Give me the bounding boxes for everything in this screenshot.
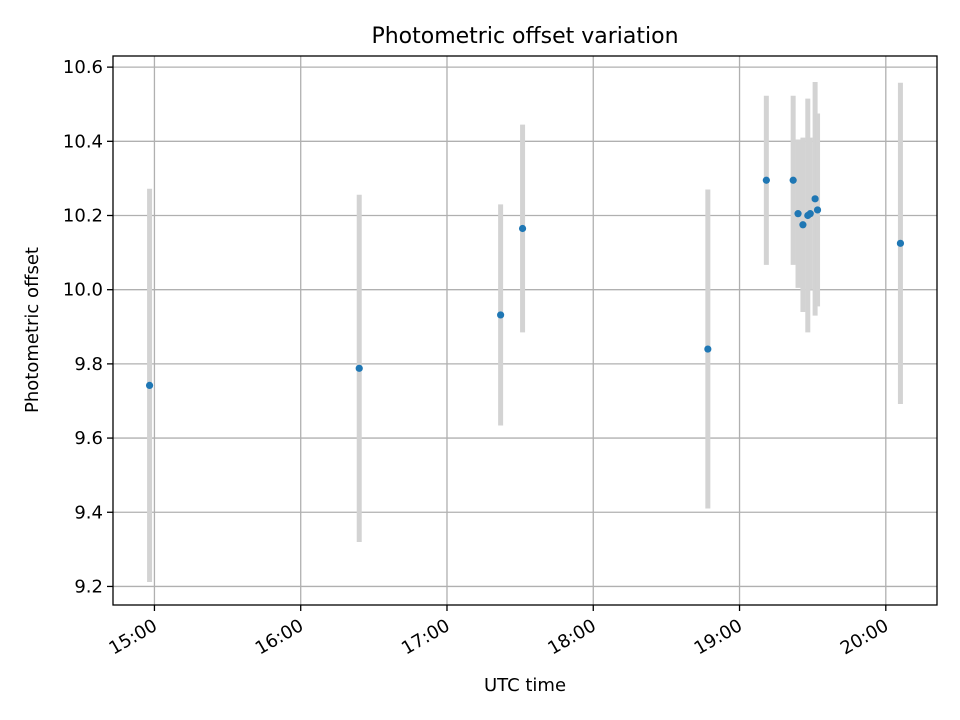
data-point <box>799 221 807 229</box>
data-point <box>145 381 154 389</box>
x-tick-label: 20:00 <box>837 615 892 659</box>
data-points <box>145 176 905 389</box>
x-tick-label: 16:00 <box>252 615 307 659</box>
data-point <box>806 210 814 218</box>
x-tick-label: 15:00 <box>106 615 161 659</box>
y-tick-label: 9.4 <box>74 502 103 523</box>
y-tick-label: 9.6 <box>74 428 103 449</box>
y-axis-label: Photometric offset <box>22 247 43 413</box>
chart-title: Photometric offset variation <box>371 24 678 49</box>
y-tick-label: 10.2 <box>63 206 103 227</box>
y-tick-label: 10.6 <box>63 57 103 78</box>
data-point <box>896 239 905 247</box>
data-point <box>794 210 802 218</box>
data-point <box>518 224 527 233</box>
x-tick-label: 17:00 <box>398 615 453 659</box>
y-tick-label: 9.2 <box>74 576 103 597</box>
data-point <box>762 176 770 184</box>
data-point <box>355 364 363 372</box>
x-tick-label: 18:00 <box>544 615 599 659</box>
data-point <box>704 345 712 353</box>
data-point <box>813 206 822 214</box>
x-tick-label: 19:00 <box>691 615 746 659</box>
plot-frame <box>112 55 938 606</box>
data-point <box>497 311 505 319</box>
y-tick-label: 10.0 <box>63 280 103 301</box>
error-bars <box>147 81 903 583</box>
y-tick-label: 9.8 <box>74 354 103 375</box>
x-axis-label: UTC time <box>484 675 566 696</box>
data-point <box>811 195 819 203</box>
data-point <box>789 176 797 184</box>
y-tick-label: 10.4 <box>63 131 103 152</box>
